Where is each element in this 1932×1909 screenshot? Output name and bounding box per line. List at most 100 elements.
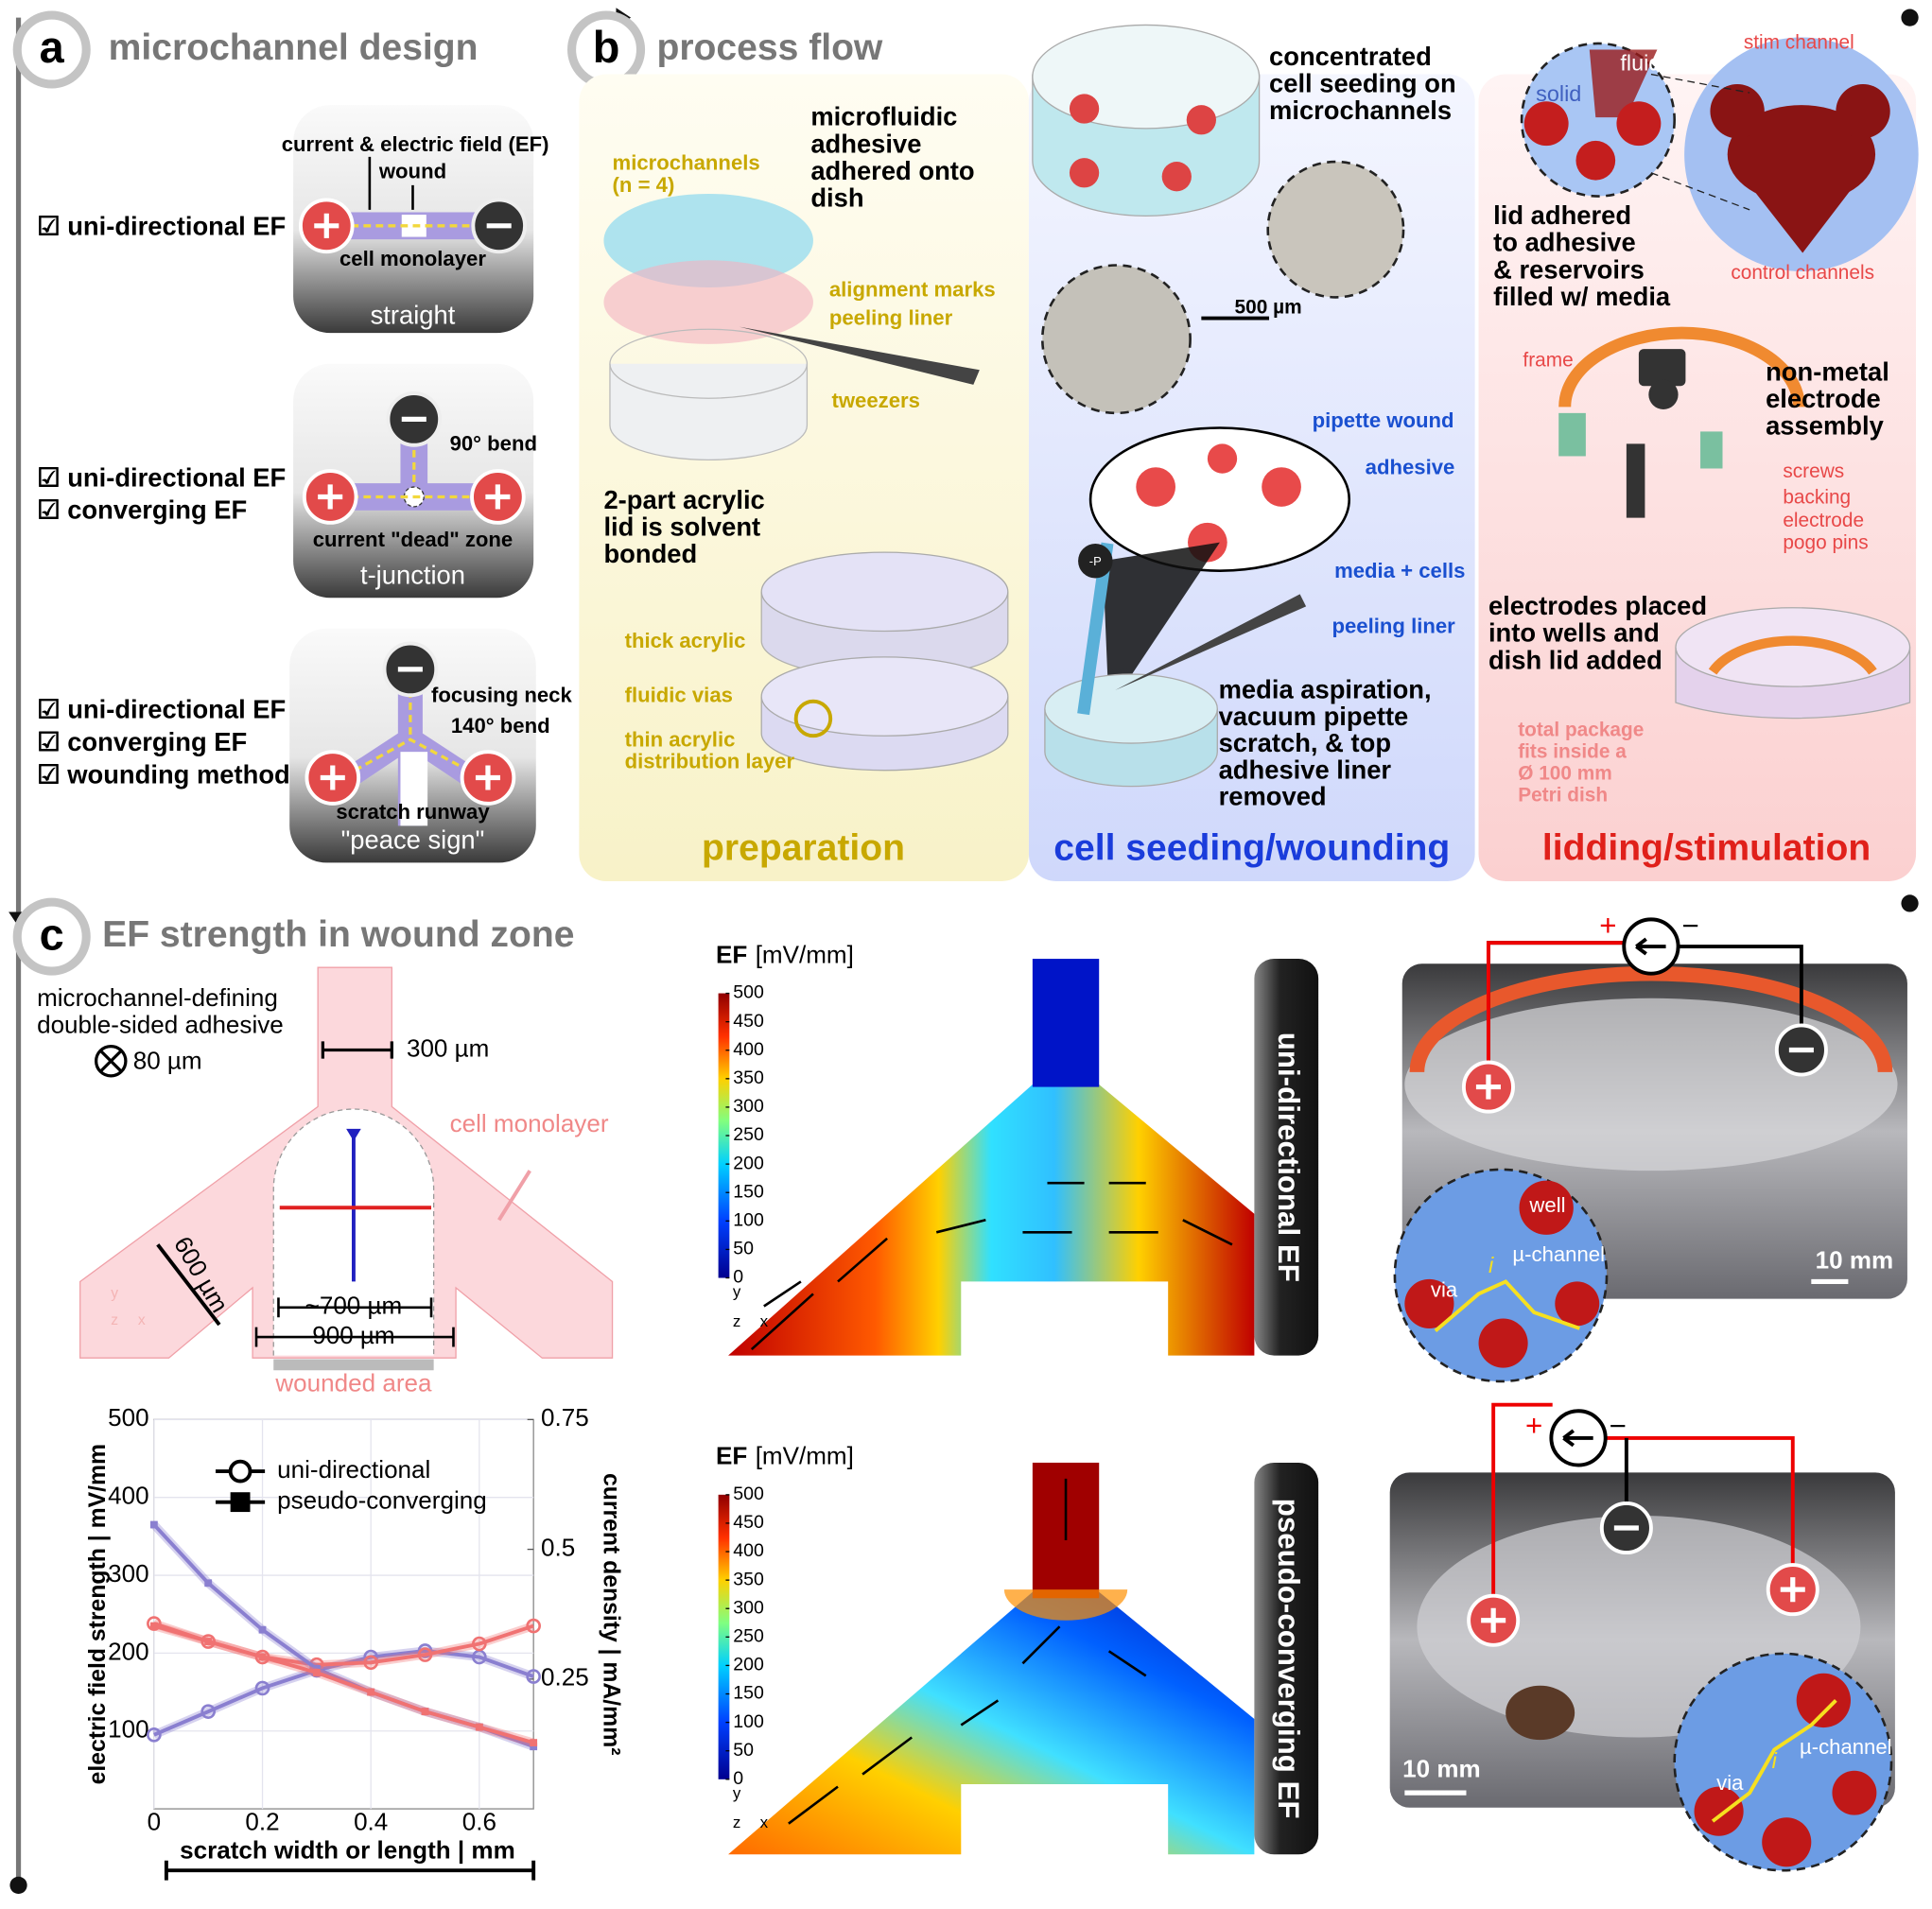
colorbar-unit: [mV/mm] (756, 940, 854, 968)
photo-label: µ-channel (1800, 1735, 1892, 1759)
x-tick-label: 0.6 (462, 1808, 496, 1836)
check-item: ☑ converging EF (37, 495, 247, 524)
colorbar-title: EF (716, 940, 747, 968)
decoration (1475, 1047, 1814, 1100)
pipette-label: -P (1089, 554, 1102, 568)
callout: thick acrylic (625, 629, 746, 652)
decoration (1694, 1786, 1744, 1836)
decoration (1262, 467, 1301, 507)
axis-glyph: y (733, 1283, 741, 1301)
colorbar-tick-label: 400 (733, 1039, 764, 1060)
panel-title: EF strength in wound zone (102, 914, 574, 955)
decoration (1186, 105, 1216, 135)
decoration (603, 260, 813, 344)
callout: pogo pins (1783, 531, 1868, 553)
step-text: into wells and (1488, 618, 1660, 648)
step-text: assembly (1766, 411, 1885, 441)
panel-letter: a (40, 23, 65, 72)
colorbar-tick-label: 150 (733, 1683, 764, 1704)
colorbar-tick-label: 350 (733, 1569, 764, 1589)
series-line (153, 1623, 534, 1744)
colorbar-tick-label: 400 (733, 1540, 764, 1561)
legend-label: uni-directional (277, 1455, 430, 1484)
callout: fluidic vias (625, 683, 733, 706)
decoration (760, 551, 1009, 633)
decoration (1078, 543, 1113, 579)
decoration (1032, 959, 1100, 1087)
callout: adhesive (1366, 455, 1455, 478)
decoration (728, 1591, 1255, 1855)
callout: electrode (1783, 510, 1864, 531)
decoration (788, 1478, 1147, 1825)
decoration (346, 1128, 361, 1141)
step-text: scratch, & top (1219, 728, 1391, 757)
point (530, 1743, 538, 1751)
decoration (1558, 412, 1723, 469)
decoration (1069, 94, 1100, 124)
step-text: to adhesive (1493, 228, 1636, 257)
decoration (1523, 101, 1569, 147)
side-label: pseudo-converging EF (1272, 1499, 1305, 1819)
step-text: microchannels (1269, 95, 1452, 125)
step-text: media aspiration, (1219, 675, 1432, 704)
colorbar-tick-label: 300 (733, 1597, 764, 1618)
polarity: − (1681, 910, 1698, 943)
decoration (99, 1050, 122, 1072)
colorbar-tick-label: 250 (733, 1124, 764, 1145)
y-axis-label: electric field strength | mV/mm (85, 1444, 111, 1784)
callout: solid (1536, 81, 1581, 106)
photo-label: i (1488, 1253, 1494, 1277)
polarity: + (1599, 910, 1616, 943)
axis-glyph: y (733, 1784, 741, 1802)
step-text: microfluidic (810, 102, 957, 131)
point (472, 1636, 487, 1652)
step-text: removed (1219, 782, 1327, 811)
point (421, 1708, 429, 1716)
decoration (1727, 105, 1876, 204)
decoration (1115, 594, 1307, 691)
decoration (1103, 542, 1220, 709)
decoration (314, 213, 512, 790)
decoration (1044, 673, 1218, 744)
decoration (1069, 158, 1100, 188)
decoration (1562, 1429, 1593, 1448)
decoration (368, 156, 414, 210)
decoration (1710, 83, 1765, 139)
decoration (1675, 607, 1911, 687)
callout: distribution layer (625, 750, 795, 773)
decoration (1404, 998, 1898, 1171)
step-text: cell seeding on (1269, 69, 1456, 98)
y-tick-label: 400 (108, 1482, 148, 1510)
point (204, 1638, 213, 1645)
callout: frame (1523, 350, 1573, 372)
y-tick-label: 500 (108, 1403, 148, 1432)
axis-glyph: z (733, 1814, 740, 1831)
design-name: "peace sign" (341, 825, 485, 855)
colorbar-tick-label: 50 (733, 1239, 754, 1259)
decoration (718, 993, 730, 1278)
polarity: − (1610, 1410, 1627, 1443)
axis-glyph: x (760, 1814, 769, 1831)
step-text: non-metal (1766, 356, 1889, 386)
decoration (760, 656, 1009, 737)
step-text: 2-part acrylic (603, 485, 764, 514)
decoration (603, 193, 813, 287)
design-label: 90° bend (450, 432, 537, 456)
callout: alignment marks (829, 278, 996, 302)
decoration (254, 1297, 455, 1347)
design-name: straight (371, 300, 456, 329)
point (367, 1688, 375, 1696)
y2-tick-label: 0.75 (541, 1403, 589, 1432)
decoration (1486, 941, 1625, 1085)
y2-axis-label: current density | mA/mm² (598, 1473, 623, 1756)
schematic-label: 900 µm (312, 1321, 394, 1349)
scale-bar-label: 10 mm (1816, 1245, 1894, 1274)
legend-marker (230, 1492, 251, 1513)
colorbar-tick-label: 100 (733, 1209, 764, 1230)
schematic-label: double-sided adhesive (37, 1011, 284, 1039)
decoration (1901, 894, 1919, 912)
axis-glyph: z (111, 1312, 118, 1328)
decoration (1694, 1673, 1877, 1867)
decoration (1575, 140, 1616, 181)
